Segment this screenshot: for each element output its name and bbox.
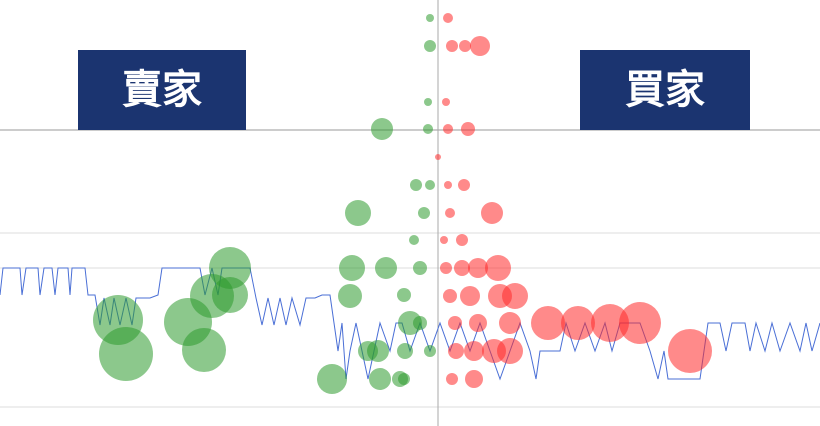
bubble xyxy=(456,234,468,246)
bubble xyxy=(460,286,480,306)
bubble xyxy=(446,40,458,52)
bubble xyxy=(424,345,436,357)
bubble xyxy=(464,341,484,361)
buyer-box xyxy=(580,50,750,130)
bubble xyxy=(485,255,511,281)
bubble xyxy=(423,124,433,134)
bubble xyxy=(99,327,153,381)
legend-label: 賣家 xyxy=(122,67,202,113)
bubble xyxy=(398,311,422,335)
bubble xyxy=(409,235,419,245)
bubble xyxy=(468,258,488,278)
bubble xyxy=(470,36,490,56)
bubble xyxy=(461,122,475,136)
bubble xyxy=(212,277,248,313)
bubble xyxy=(424,98,432,106)
bubble xyxy=(358,341,378,361)
bubble xyxy=(317,364,347,394)
bubble xyxy=(446,373,458,385)
bubble xyxy=(497,338,523,364)
bubble xyxy=(448,316,462,330)
bubble xyxy=(561,306,595,340)
bubble xyxy=(459,40,471,52)
bubble xyxy=(531,306,565,340)
bubble xyxy=(448,343,464,359)
bubble xyxy=(591,304,629,342)
bubble xyxy=(442,98,450,106)
bubble xyxy=(397,343,413,359)
bubble xyxy=(375,257,397,279)
bubble xyxy=(424,40,436,52)
bubble xyxy=(339,255,365,281)
bubble xyxy=(454,260,470,276)
bubble xyxy=(425,180,435,190)
bubble xyxy=(619,302,661,344)
bubble xyxy=(182,328,226,372)
bubble xyxy=(410,179,422,191)
bubble xyxy=(668,329,712,373)
bubble xyxy=(502,283,528,309)
bubble xyxy=(443,13,453,23)
bubble xyxy=(469,314,487,332)
bubble xyxy=(397,288,411,302)
bubble xyxy=(443,289,457,303)
bubble xyxy=(443,124,453,134)
bubble xyxy=(481,202,503,224)
bubble xyxy=(426,14,434,22)
bubble xyxy=(499,312,521,334)
bubble xyxy=(369,368,391,390)
bubble xyxy=(458,179,470,191)
bubble xyxy=(465,370,483,388)
seller-box xyxy=(78,50,246,130)
bubble xyxy=(418,207,430,219)
bubble xyxy=(392,371,408,387)
legend-label: 買家 xyxy=(625,67,705,113)
bubble xyxy=(444,181,452,189)
bubble xyxy=(445,208,455,218)
bubble xyxy=(338,284,362,308)
bubble xyxy=(371,118,393,140)
bubble xyxy=(345,200,371,226)
bubble xyxy=(440,262,452,274)
bubble xyxy=(435,154,441,160)
bubble xyxy=(440,236,448,244)
bubble xyxy=(413,261,427,275)
